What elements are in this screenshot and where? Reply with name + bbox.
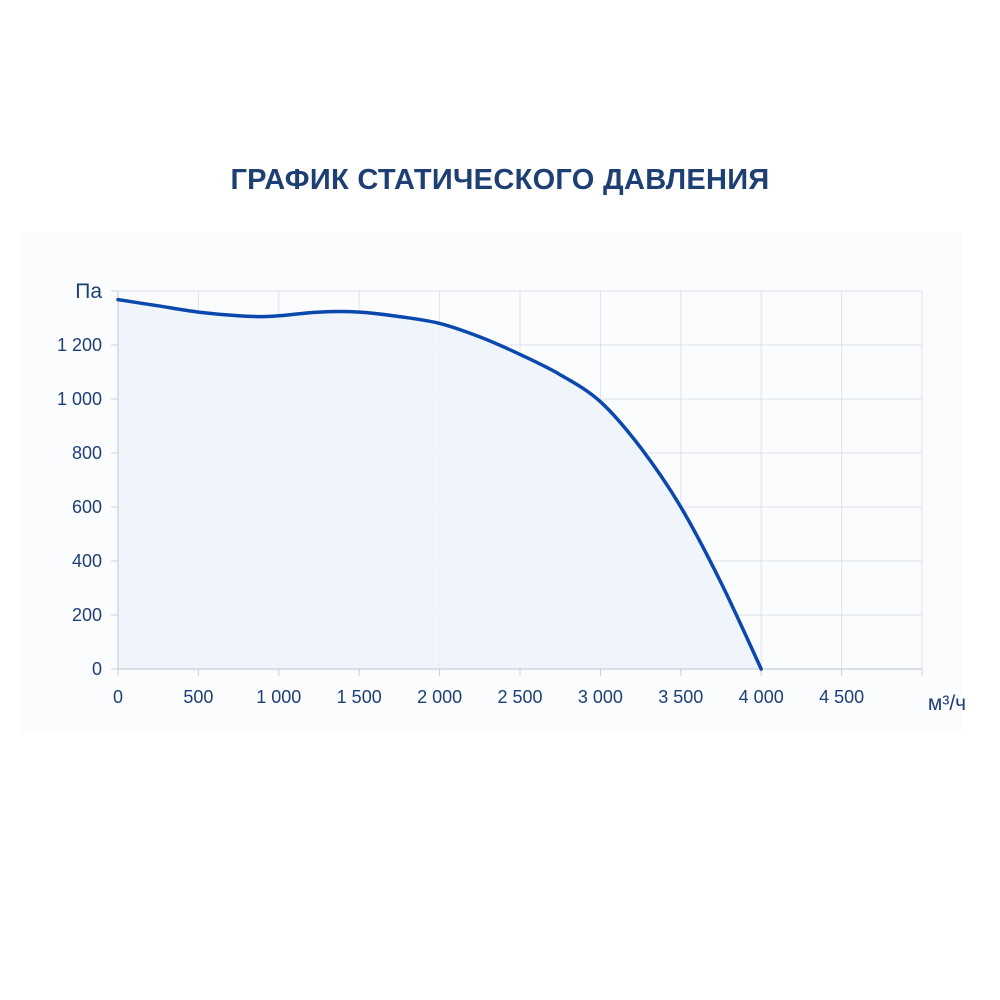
chart-title: ГРАФИК СТАТИЧЕСКОГО ДАВЛЕНИЯ — [230, 164, 770, 196]
x-tick-label: 2 500 — [497, 687, 542, 707]
x-tick-label: 500 — [183, 687, 213, 707]
x-tick-label: 3 000 — [578, 687, 623, 707]
y-tick-label: 400 — [72, 551, 102, 571]
x-axis-unit-label: м³/ч — [928, 692, 966, 715]
y-axis-unit-label: Па — [75, 280, 102, 303]
x-tick-label: 1 500 — [337, 687, 382, 707]
axes — [111, 290, 923, 676]
x-tick-label: 2 000 — [417, 687, 462, 707]
x-tick-label: 3 500 — [658, 687, 703, 707]
y-tick-label: 200 — [72, 605, 102, 625]
y-tick-label: 0 — [92, 659, 102, 679]
tick-labels: 0 500 1 000 1 500 2 000 2 500 3 000 3 500 4 000 4… — [57, 335, 864, 707]
x-tick-label: 0 — [113, 687, 123, 707]
y-tick-label: 1 200 — [57, 335, 102, 355]
y-tick-label: 1 000 — [57, 389, 102, 409]
x-tick-label: 1 000 — [256, 687, 301, 707]
y-tick-label: 800 — [72, 443, 102, 463]
y-tick-label: 600 — [72, 497, 102, 517]
curve-area-fill — [118, 299, 762, 669]
static-pressure-curve — [116, 297, 763, 671]
x-tick-label: 4 500 — [819, 687, 864, 707]
x-tick-label: 4 000 — [739, 687, 784, 707]
